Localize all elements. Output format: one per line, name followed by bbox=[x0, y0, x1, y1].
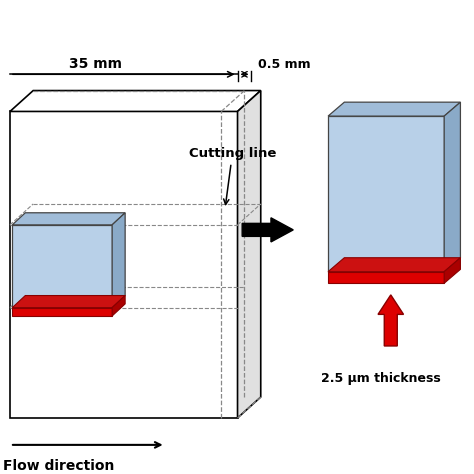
Polygon shape bbox=[10, 111, 237, 418]
Polygon shape bbox=[12, 225, 112, 308]
Polygon shape bbox=[12, 213, 125, 225]
Polygon shape bbox=[328, 258, 460, 272]
Polygon shape bbox=[237, 91, 261, 418]
Polygon shape bbox=[328, 116, 444, 272]
Polygon shape bbox=[328, 272, 444, 283]
Polygon shape bbox=[10, 91, 261, 111]
Polygon shape bbox=[112, 213, 125, 308]
Text: 2.5 μm thickness: 2.5 μm thickness bbox=[321, 372, 441, 384]
Polygon shape bbox=[328, 102, 460, 116]
Polygon shape bbox=[12, 308, 112, 316]
Text: 0.5 mm: 0.5 mm bbox=[258, 57, 311, 71]
Polygon shape bbox=[112, 295, 125, 316]
Polygon shape bbox=[444, 102, 460, 272]
FancyArrow shape bbox=[378, 295, 403, 346]
FancyArrow shape bbox=[242, 218, 293, 242]
Polygon shape bbox=[444, 258, 460, 283]
Text: Cutting line: Cutting line bbox=[189, 147, 276, 204]
Text: Flow direction: Flow direction bbox=[3, 459, 114, 473]
Polygon shape bbox=[12, 295, 125, 308]
Text: 35 mm: 35 mm bbox=[69, 56, 122, 71]
